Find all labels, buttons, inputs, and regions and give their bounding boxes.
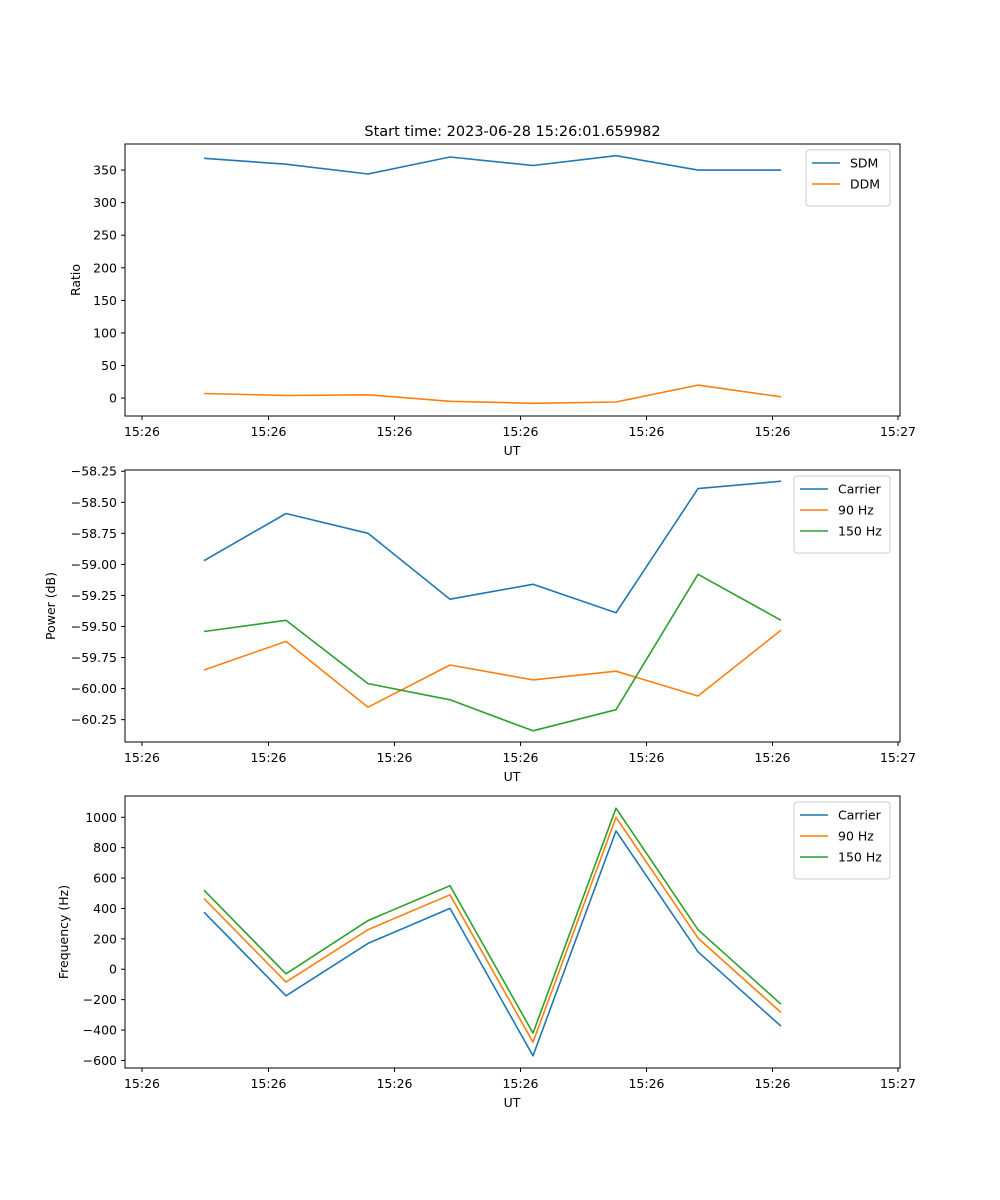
series-line-150-hz: [203, 573, 782, 732]
y-tick-label: −59.50: [71, 619, 117, 634]
x-tick-label: 15:26: [250, 1076, 286, 1091]
x-tick-label: 15:26: [376, 424, 412, 439]
y-tick-label: 600: [93, 871, 117, 886]
y-axis-label: Ratio: [68, 264, 83, 296]
legend-label: SDM: [850, 156, 878, 171]
x-tick-label: 15:26: [502, 1076, 538, 1091]
legend-box: [805, 149, 891, 207]
x-axis-label: UT: [504, 769, 521, 784]
figure-title: Start time: 2023-06-28 15:26:01.659982: [364, 124, 660, 140]
x-tick-label: 15:26: [754, 424, 790, 439]
y-tick-label: 50: [101, 358, 117, 373]
series-line-150-hz: [203, 807, 782, 1034]
legend-label: 150 Hz: [838, 850, 882, 865]
series-line-ddm: [203, 384, 782, 405]
y-tick-label: −60.25: [71, 712, 117, 727]
legend-label: Carrier: [838, 808, 882, 823]
legend-box: [793, 475, 891, 554]
x-tick-label: 15:27: [880, 1076, 916, 1091]
legend: Carrier 90 Hz 150 Hz: [793, 801, 891, 880]
x-tick-label: 15:26: [502, 424, 538, 439]
legend-box: [793, 801, 891, 880]
x-tick-label: 15:26: [250, 750, 286, 765]
x-tick-label: 15:27: [880, 750, 916, 765]
x-tick-label: 15:26: [124, 750, 160, 765]
chart-panel-3: 15:26 15:26 15:26 15:26 15:26 15:26 15:27 −600 −…: [56, 795, 916, 1110]
y-tick-label: 800: [93, 840, 117, 855]
y-tick-label: 0: [109, 391, 117, 406]
y-tick-label: 400: [93, 901, 117, 916]
y-tick-label: 0: [109, 962, 117, 977]
series-line-90-hz: [203, 629, 782, 709]
axes-frame: [124, 469, 901, 743]
y-tick-label: 200: [93, 260, 117, 275]
y-tick-label: −60.00: [71, 681, 117, 696]
series-line-carrier: [203, 830, 782, 1057]
y-tick-label: −59.00: [71, 557, 117, 572]
legend-label: 90 Hz: [838, 829, 874, 844]
y-axis-label: Power (dB): [43, 572, 58, 640]
axes-frame: [124, 143, 901, 417]
x-tick-label: 15:27: [880, 424, 916, 439]
legend-label: Carrier: [838, 482, 882, 497]
y-tick-label: 200: [93, 931, 117, 946]
y-tick-label: 1000: [85, 810, 117, 825]
x-tick-label: 15:26: [376, 1076, 412, 1091]
series-line-sdm: [203, 154, 781, 175]
chart-panel-1: 15:26 15:26 15:26 15:26 15:26 15:26 15:27 0 50 10…: [68, 143, 916, 458]
x-tick-label: 15:26: [124, 1076, 160, 1091]
chart-panel-2: 15:26 15:26 15:26 15:26 15:26 15:26 15:27 −60.2…: [43, 464, 916, 784]
y-tick-label: 350: [93, 163, 117, 178]
axes-frame: [124, 795, 901, 1069]
x-tick-label: 15:26: [376, 750, 412, 765]
x-axis-label: UT: [504, 1095, 521, 1110]
legend-label: DDM: [850, 177, 880, 192]
y-tick-label: −59.75: [71, 650, 117, 665]
x-tick-label: 15:26: [502, 750, 538, 765]
y-tick-label: 150: [93, 293, 117, 308]
y-tick-label: −59.25: [71, 588, 117, 603]
x-tick-label: 15:26: [754, 750, 790, 765]
x-tick-label: 15:26: [124, 424, 160, 439]
y-axis-label: Frequency (Hz): [56, 885, 71, 979]
x-tick-label: 15:26: [250, 424, 286, 439]
series-line-90-hz: [203, 816, 782, 1043]
y-tick-label: −600: [83, 1053, 117, 1068]
legend: Carrier 90 Hz 150 Hz: [793, 475, 891, 554]
x-tick-label: 15:26: [628, 750, 664, 765]
x-tick-label: 15:26: [628, 1076, 664, 1091]
y-tick-label: 250: [93, 228, 117, 243]
y-tick-label: −58.75: [71, 526, 117, 541]
y-tick-label: −400: [83, 1023, 117, 1038]
x-tick-label: 15:26: [754, 1076, 790, 1091]
series-line-carrier: [203, 480, 782, 614]
y-tick-label: 100: [93, 325, 117, 340]
legend: SDM DDM: [805, 149, 891, 207]
x-tick-label: 15:26: [628, 424, 664, 439]
legend-label: 150 Hz: [838, 524, 882, 539]
y-tick-label: −200: [83, 992, 117, 1007]
y-tick-label: 300: [93, 195, 117, 210]
y-tick-label: −58.25: [71, 464, 117, 479]
x-axis-label: UT: [504, 443, 521, 458]
legend-label: 90 Hz: [838, 503, 874, 518]
y-tick-label: −58.50: [71, 495, 117, 510]
